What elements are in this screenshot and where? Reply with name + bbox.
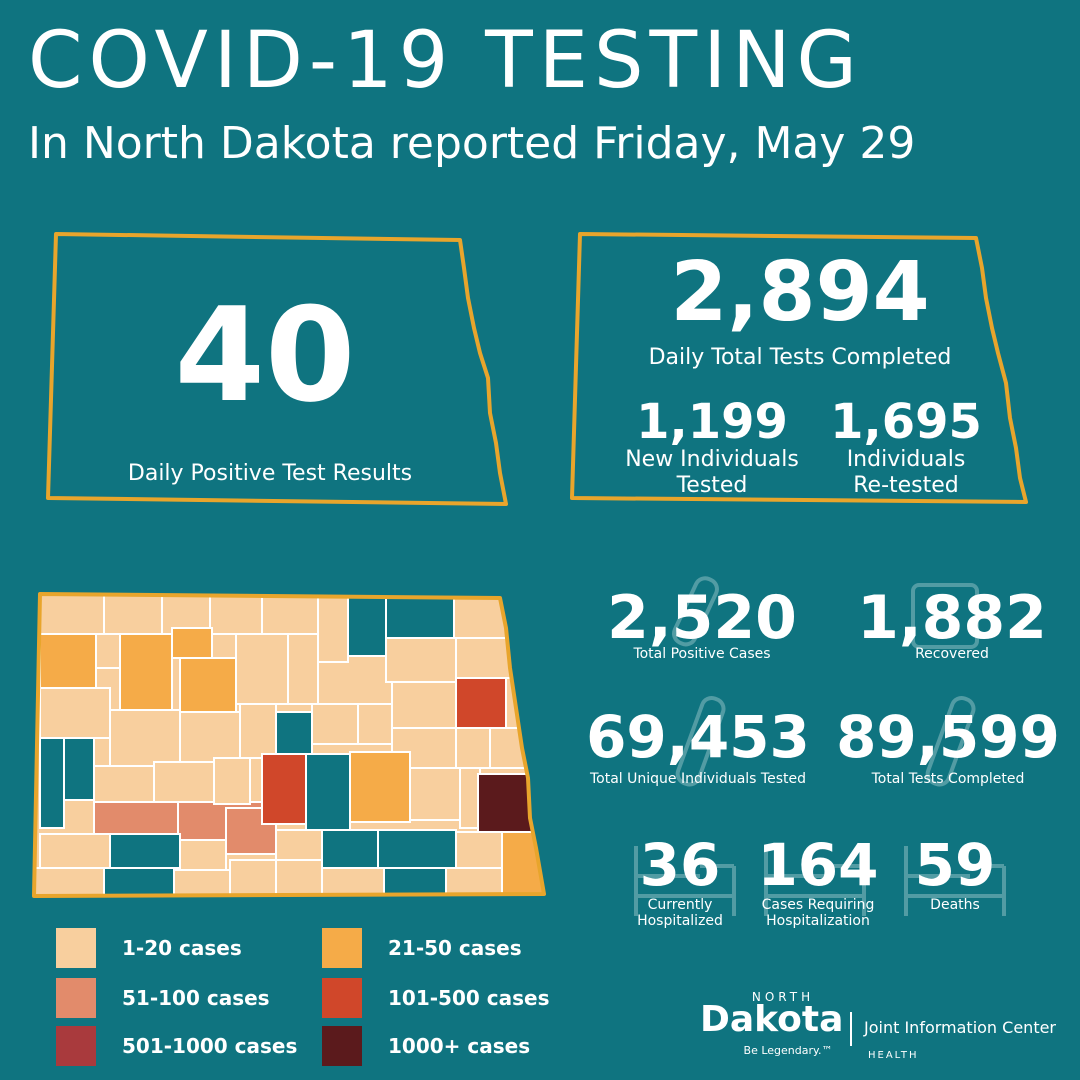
legend-swatch — [56, 1026, 96, 1066]
unique-tested-value: 69,453 — [586, 703, 810, 771]
legend-item: 1-20 cases — [56, 928, 242, 968]
tests-panel-outline — [570, 232, 1028, 504]
total-tests-label: Total Tests Completed — [871, 771, 1025, 787]
hospital-bed-icon — [904, 846, 1006, 916]
logo-dakota: Dakota — [700, 999, 844, 1040]
page-title: COVID-19 TESTING — [28, 16, 863, 106]
page-subtitle: In North Dakota reported Friday, May 29 — [28, 118, 916, 169]
nd-health-logo: NORTH Dakota Be Legendary.™ Joint Inform… — [700, 988, 1060, 1072]
recovered-label: Recovered — [915, 646, 989, 662]
hospitalized-label-2: Hospitalized — [637, 913, 723, 929]
logo-center-name: Joint Information Center — [864, 1018, 1057, 1037]
required-hosp-label-2: Hospitalization — [766, 913, 870, 929]
legend-swatch — [56, 928, 96, 968]
new-individuals-value: 1,199 — [636, 394, 788, 450]
hospitalized-label-1: Currently — [647, 897, 713, 913]
hospital-bed-icon — [764, 846, 866, 916]
legend-item: 51-100 cases — [56, 978, 270, 1018]
deaths-value: 59 — [914, 831, 996, 899]
daily-total-tests-value: 2,894 — [670, 245, 930, 340]
daily-total-tests-label: Daily Total Tests Completed — [648, 345, 952, 370]
logo-divider — [850, 1012, 852, 1046]
daily-positive-label: Daily Positive Test Results — [127, 461, 413, 486]
total-positive-value: 2,520 — [607, 583, 797, 653]
legend-item: 501-1000 cases — [56, 1026, 297, 1066]
positive-panel-outline — [46, 232, 508, 506]
legend-label: 101-500 cases — [388, 986, 550, 1010]
total-tests-value: 89,599 — [836, 703, 1060, 771]
required-hosp-value: 164 — [757, 831, 879, 899]
legend-item: 21-50 cases — [322, 928, 522, 968]
test-tube-icon — [925, 696, 976, 787]
legend-swatch — [322, 978, 362, 1018]
clipboard-icon — [911, 583, 979, 649]
test-tube-icon — [672, 576, 719, 647]
legend-item: 1000+ cases — [322, 1026, 530, 1066]
total-positive-label: Total Positive Cases — [633, 646, 771, 662]
legend-label: 1-20 cases — [122, 936, 242, 960]
unique-tested-label: Total Unique Individuals Tested — [590, 771, 806, 787]
legend-label: 21-50 cases — [388, 936, 522, 960]
hospital-bed-icon — [634, 846, 736, 916]
county-map — [32, 592, 546, 898]
retested-label-2: Re-tested — [853, 473, 959, 498]
map-legend: 1-20 cases 21-50 cases 51-100 cases 101-… — [56, 928, 576, 1068]
retested-label-1: Individuals — [846, 447, 966, 472]
logo-tagline: Be Legendary.™ — [743, 1044, 833, 1057]
legend-label: 501-1000 cases — [122, 1034, 298, 1058]
recovered-value: 1,882 — [857, 583, 1047, 653]
new-individuals-label-2: Tested — [676, 473, 748, 498]
logo-health: HEALTH — [868, 1050, 919, 1061]
daily-positive-value: 40 — [174, 279, 356, 431]
logo-north: NORTH — [751, 990, 815, 1004]
test-tube-icon — [675, 696, 726, 787]
new-individuals-label-1: New Individuals — [625, 447, 799, 472]
required-hosp-label-1: Cases Requiring — [761, 897, 875, 913]
legend-item: 101-500 cases — [322, 978, 549, 1018]
legend-swatch — [56, 978, 96, 1018]
legend-label: 1000+ cases — [388, 1034, 531, 1058]
deaths-label: Deaths — [930, 897, 980, 913]
legend-label: 51-100 cases — [122, 986, 270, 1010]
legend-swatch — [322, 928, 362, 968]
retested-value: 1,695 — [830, 394, 982, 450]
hospitalized-value: 36 — [639, 831, 721, 899]
legend-swatch — [322, 1026, 362, 1066]
